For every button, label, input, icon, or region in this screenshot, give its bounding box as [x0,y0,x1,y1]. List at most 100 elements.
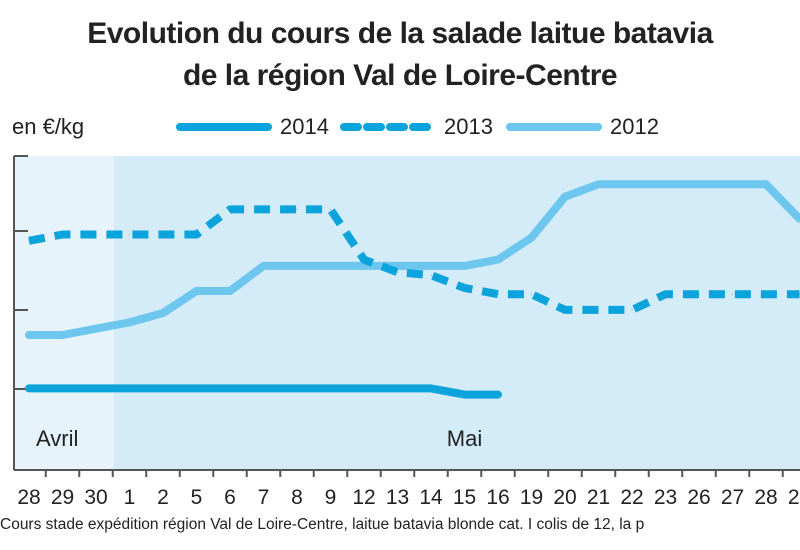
data-point-2014 [497,394,499,396]
data-point-2014 [196,387,197,389]
legend-label-2013: 2013 [444,114,493,139]
series-line-2013 [28,205,800,314]
legend-item-2013: 2013 [340,110,493,144]
x-tick-label: 14 [419,486,443,509]
x-tick-label: 1 [124,486,136,509]
data-point-2014 [330,387,331,389]
plot-background-may [114,156,800,470]
data-point-2013 [665,293,666,295]
chart-subtitle: de la région Val de Loire-Centre [182,59,618,92]
x-tick-label: 7 [258,486,270,509]
x-tick-label: 26 [687,486,710,509]
data-point-2013 [397,271,398,273]
data-point-2014 [129,387,130,389]
data-point-2012 [28,334,30,336]
data-point-2012 [196,290,197,292]
x-tick-label: 28 [17,486,40,509]
data-point-2013 [330,208,331,210]
x-tick-label: 21 [587,486,610,509]
data-point-2014 [28,387,30,389]
data-point-2013 [497,293,499,295]
data-point-2012 [330,265,331,267]
data-point-2012 [229,290,231,292]
data-point-2012 [732,183,733,185]
data-point-2012 [765,183,767,185]
data-point-2012 [263,265,264,267]
month-label: Mai [447,426,482,451]
data-point-2014 [296,387,298,389]
x-tick-label: 2 [157,486,169,509]
legend-swatch-2013 [340,123,436,131]
x-tick-label: 19 [520,486,543,509]
data-point-2012 [497,259,499,261]
data-point-2013 [229,208,231,210]
data-point-2013 [732,293,733,295]
data-point-2013 [28,240,30,242]
data-point-2014 [229,387,231,389]
data-point-2014 [363,387,365,389]
data-point-2014 [162,387,164,389]
data-point-2012 [598,183,599,185]
x-tick-label: 6 [224,486,236,509]
data-point-2013 [464,287,465,289]
x-tick-label: 8 [291,486,303,509]
data-point-2012 [296,265,298,267]
data-point-2013 [765,293,767,295]
data-point-2013 [430,274,432,276]
data-point-2013 [598,309,599,311]
x-tick-label: 23 [654,486,677,509]
x-tick-label: 30 [84,486,107,509]
x-tick-label: 27 [721,486,744,509]
data-point-2012 [464,265,465,267]
legend-swatch-2014 [176,123,272,131]
legend-swatch-2012 [506,123,602,131]
x-tick-label: 28 [754,486,777,509]
data-point-2012 [363,265,365,267]
data-point-2014 [95,387,97,389]
x-tick-label: 5 [191,486,203,509]
data-point-2012 [129,321,130,323]
x-tick-label: 29 [51,486,74,509]
data-point-2014 [397,387,398,389]
data-point-2012 [62,334,63,336]
data-point-2013 [296,208,298,210]
x-tick-label: 16 [486,486,509,509]
data-point-2013 [129,234,130,235]
x-tick-label: 9 [325,486,337,509]
data-point-2014 [430,387,432,389]
data-point-2013 [162,234,164,235]
data-point-2013 [263,208,264,210]
data-point-2014 [263,387,264,389]
x-tick-label: 22 [620,486,643,509]
data-point-2013 [698,293,700,295]
data-point-2012 [631,183,633,185]
data-point-2013 [631,309,633,311]
legend-label-2012: 2012 [610,114,659,139]
x-tick-label: 13 [386,486,409,509]
data-point-2013 [62,234,63,235]
series-line-2012 [25,180,800,339]
data-point-2012 [531,237,532,239]
x-tick-label: 15 [453,486,476,509]
legend-item-2012: 2012 [506,110,659,144]
data-point-2012 [162,312,164,314]
data-point-2013 [196,234,197,235]
data-point-2013 [363,259,365,261]
data-point-2012 [95,328,97,330]
data-point-2012 [564,196,566,198]
data-point-2012 [665,183,666,185]
data-point-2013 [95,234,97,235]
y-axis-unit-label: en €/kg [12,114,85,139]
month-label: Avril [36,426,78,451]
x-tick-label: 29 [788,486,800,509]
legend-item-2014: 2014 [176,110,329,144]
line-chart: 28 29 30 1 2 5 6 7 8 9 12 13 14 15 16 19 20 21 22 23 26 27 28 2… [13,155,800,509]
data-point-2013 [531,293,532,295]
data-point-2012 [397,265,398,267]
data-point-2014 [464,394,465,396]
data-point-2012 [430,265,432,267]
x-tick-label: 20 [553,486,576,509]
x-tick-label: 12 [352,486,375,509]
data-point-2013 [564,309,566,311]
footnote: Cours stade expédition région Val de Loi… [0,516,645,533]
